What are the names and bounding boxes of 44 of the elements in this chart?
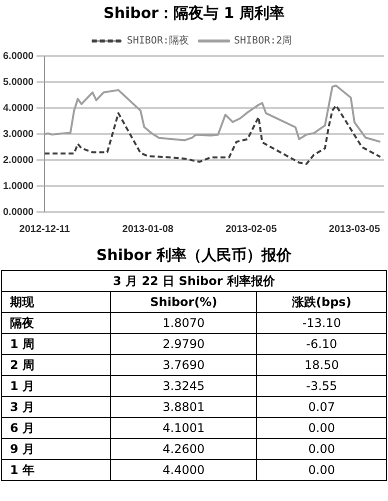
chart-subtitle: 3 月 22 日 Shibor 利率报价	[2, 270, 386, 292]
chart-title: Shibor：隔夜与 1 周利率	[102, 3, 286, 24]
data-label: 4.4000	[110, 460, 257, 480]
y-tick-label: 4.0000	[2, 102, 34, 114]
x-tick-label: 2013-01-08	[122, 224, 174, 235]
data-label: 3.8801	[110, 396, 257, 418]
data-label: 2.9790	[110, 334, 257, 354]
data-label: 3.3245	[110, 376, 257, 396]
data-label: 0.00	[256, 418, 386, 438]
data-label: 3.7690	[110, 354, 257, 376]
chart-title: Shibor 利率（人民币）报价	[95, 246, 293, 266]
data-label: 0.00	[256, 460, 386, 480]
data-label: 4.2600	[110, 438, 257, 460]
y-tick-label: 2.0000	[2, 154, 34, 166]
data-label: 1.8070	[110, 312, 257, 334]
x-tick-label: 涨跌(bps)	[256, 292, 386, 312]
y-tick-label: 1 月	[2, 376, 110, 396]
data-label: -3.55	[256, 376, 386, 396]
y-tick-label: 1.0000	[2, 180, 34, 192]
data-label: 0.00	[256, 438, 386, 460]
x-tick-label: 2013-03-05	[328, 224, 380, 235]
x-tick-label: 2012-12-11	[19, 224, 70, 235]
data-label: -6.10	[256, 334, 386, 354]
line-series	[44, 104, 382, 165]
y-tick-label: 9 月	[2, 438, 110, 460]
data-label: 0.07	[256, 396, 386, 418]
y-tick-label: 隔夜	[2, 312, 110, 334]
y-tick-label: 3 月	[2, 396, 110, 418]
x-tick-label: Shibor(%)	[110, 292, 257, 312]
data-label: -13.10	[256, 312, 386, 334]
y-tick-label: 3.0000	[2, 128, 34, 140]
legend-label: SHIBOR:隔夜	[126, 34, 189, 47]
y-tick-label: 1 周	[2, 334, 110, 354]
data-label: 18.50	[256, 354, 386, 376]
y-tick-label: 6.0000	[2, 50, 34, 62]
y-tick-label: 1 年	[2, 460, 110, 480]
y-tick-label: 0.0000	[2, 206, 34, 218]
y-tick-label: 2 周	[2, 354, 110, 376]
y-tick-label: 6 月	[2, 418, 110, 438]
legend-label: SHIBOR:2周	[234, 36, 292, 47]
x-tick-label: 2013-02-05	[226, 224, 278, 235]
y-axis-title: 期现	[2, 292, 110, 312]
y-tick-label: 5.0000	[2, 76, 34, 88]
data-label: 4.1001	[110, 418, 257, 438]
